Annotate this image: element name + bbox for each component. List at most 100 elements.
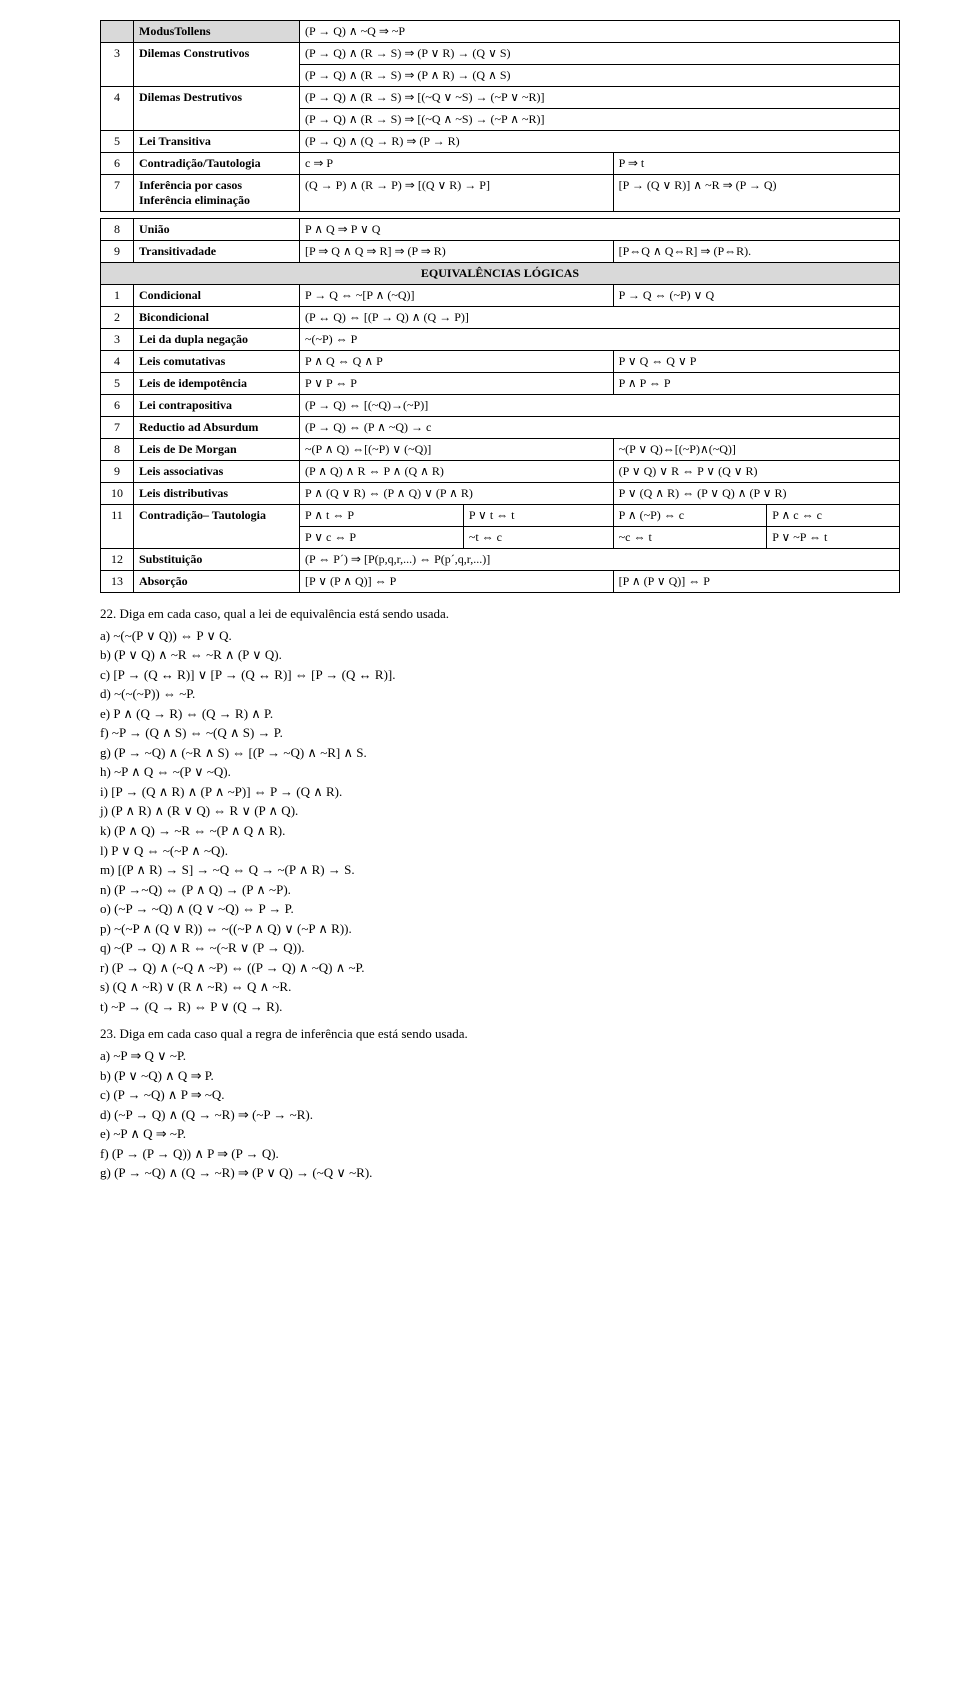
q22-item: p) ~(~P ∧ (Q ∨ R)) ⇔ ~((~P ∧ Q) ∨ (~P ∧ … bbox=[100, 920, 900, 938]
cell: (P → Q) ∧ (R → S) ⇒ [(~Q ∧ ~S) → (~P ∧ ~… bbox=[300, 109, 900, 131]
row-name: Leis de De Morgan bbox=[134, 439, 300, 461]
q22-item: m) [(P ∧ R) → S] → ~Q ⇔ Q → ~(P ∧ R) → S… bbox=[100, 861, 900, 879]
row-name: Leis comutativas bbox=[134, 351, 300, 373]
cell: P ∧ c ⇔ c bbox=[767, 505, 900, 527]
row-num: 5 bbox=[101, 373, 134, 395]
row-num: 7 bbox=[101, 175, 134, 212]
cell: ~(P ∧ Q) ⇔[(~P) ∨ (~Q)] bbox=[300, 439, 614, 461]
cell: (P → Q) ⇔ [(~Q)→(~P)] bbox=[300, 395, 900, 417]
row-name: Bicondicional bbox=[134, 307, 300, 329]
row-num: 10 bbox=[101, 483, 134, 505]
q23-item: e) ~P ∧ Q ⇒ ~P. bbox=[100, 1125, 900, 1143]
row-name: Dilemas Destrutivos bbox=[134, 87, 300, 131]
row-name: Absorção bbox=[134, 571, 300, 593]
row-num: 3 bbox=[101, 43, 134, 87]
cell: P → Q ⇔ ~[P ∧ (~Q)] bbox=[300, 285, 614, 307]
cell: P ∧ P ⇔ P bbox=[613, 373, 899, 395]
q23-item: f) (P → (P → Q)) ∧ P ⇒ (P → Q). bbox=[100, 1145, 900, 1163]
logic-rules-table: ModusTollens(P → Q) ∧ ~Q ⇒ ~P3Dilemas Co… bbox=[100, 20, 900, 593]
q22-item: q) ~(P → Q) ∧ R ⇔ ~(~R ∨ (P → Q)). bbox=[100, 939, 900, 957]
cell: P → Q ⇔ (~P) ∨ Q bbox=[613, 285, 899, 307]
cell: [P ⇒ Q ∧ Q ⇒ R] ⇒ (P ⇒ R) bbox=[300, 241, 614, 263]
cell: [P → (Q ∨ R)] ∧ ~R ⇒ (P → Q) bbox=[613, 175, 899, 212]
cell: (P → Q) ∧ (R → S) ⇒ (P ∧ R) → (Q ∧ S) bbox=[300, 65, 900, 87]
cell: P ∨ t ⇔ t bbox=[463, 505, 613, 527]
cell: P ∨ ~P ⇔ t bbox=[767, 527, 900, 549]
row-num: 4 bbox=[101, 351, 134, 373]
cell: [P⇔Q ∧ Q⇔R] ⇒ (P⇔R). bbox=[613, 241, 899, 263]
q22-item: r) (P → Q) ∧ (~Q ∧ ~P) ⇔ ((P → Q) ∧ ~Q) … bbox=[100, 959, 900, 977]
cell: P ∨ c ⇔ P bbox=[300, 527, 464, 549]
cell: [P ∧ (P ∨ Q)] ⇔ P bbox=[613, 571, 899, 593]
q22-item: f) ~P → (Q ∧ S) ⇔ ~(Q ∧ S) → P. bbox=[100, 724, 900, 742]
cell: ~c ⇔ t bbox=[613, 527, 767, 549]
row-num: 3 bbox=[101, 329, 134, 351]
row-name: Leis associativas bbox=[134, 461, 300, 483]
row-name: Reductio ad Absurdum bbox=[134, 417, 300, 439]
q22-item: d) ~(~(~P)) ⇔ ~P. bbox=[100, 685, 900, 703]
cell: P ∧ Q ⇔ Q ∧ P bbox=[300, 351, 614, 373]
q22-item: l) P ∨ Q ⇔ ~(~P ∧ ~Q). bbox=[100, 842, 900, 860]
row-num: 12 bbox=[101, 549, 134, 571]
q22-item: g) (P → ~Q) ∧ (~R ∧ S) ⇔ [(P → ~Q) ∧ ~R]… bbox=[100, 744, 900, 762]
row-name: Leis de idempotência bbox=[134, 373, 300, 395]
row-name: Contradição– Tautologia bbox=[134, 505, 300, 549]
row-name: Condicional bbox=[134, 285, 300, 307]
row-name: ModusTollens bbox=[134, 21, 300, 43]
row-name: Substituição bbox=[134, 549, 300, 571]
row-name: Leis distributivas bbox=[134, 483, 300, 505]
row-name: Inferência por casos Inferência eliminaç… bbox=[134, 175, 300, 212]
cell: P ∨ (Q ∧ R) ⇔ (P ∨ Q) ∧ (P ∨ R) bbox=[613, 483, 899, 505]
row-num: 9 bbox=[101, 461, 134, 483]
row-num: 8 bbox=[101, 439, 134, 461]
q22-item: c) [P → (Q ↔ R)] ∨ [P → (Q ↔ R)] ⇔ [P → … bbox=[100, 666, 900, 684]
cell: ~(~P) ⇔ P bbox=[300, 329, 900, 351]
row-num bbox=[101, 21, 134, 43]
q22-item: t) ~P → (Q → R) ⇔ P ∨ (Q → R). bbox=[100, 998, 900, 1016]
cell: ~(P ∨ Q)⇔[(~P)∧(~Q)] bbox=[613, 439, 899, 461]
equiv-header: EQUIVALÊNCIAS LÓGICAS bbox=[101, 263, 900, 285]
q22-item: a) ~(~(P ∨ Q)) ⇔ P ∨ Q. bbox=[100, 627, 900, 645]
row-name: União bbox=[134, 219, 300, 241]
cell: (P ⇔ P´) ⇒ [P(p,q,r,...) ⇔ P(p´,q,r,...)… bbox=[300, 549, 900, 571]
q23-item: a) ~P ⇒ Q ∨ ~P. bbox=[100, 1047, 900, 1065]
cell: (P → Q) ⇔ (P ∧ ~Q) → c bbox=[300, 417, 900, 439]
row-num: 5 bbox=[101, 131, 134, 153]
row-name: Lei Transitiva bbox=[134, 131, 300, 153]
cell: P ∨ P ⇔ P bbox=[300, 373, 614, 395]
row-num: 8 bbox=[101, 219, 134, 241]
row-name: Lei da dupla negação bbox=[134, 329, 300, 351]
row-num: 13 bbox=[101, 571, 134, 593]
row-num: 6 bbox=[101, 395, 134, 417]
row-num: 11 bbox=[101, 505, 134, 549]
cell: c ⇒ P bbox=[300, 153, 614, 175]
q23-item: c) (P → ~Q) ∧ P ⇒ ~Q. bbox=[100, 1086, 900, 1104]
row-name: Transitivadade bbox=[134, 241, 300, 263]
q23-header: 23. Diga em cada caso qual a regra de in… bbox=[100, 1025, 900, 1043]
q23-item: b) (P ∨ ~Q) ∧ Q ⇒ P. bbox=[100, 1067, 900, 1085]
q22-item: e) P ∧ (Q → R) ⇔ (Q → R) ∧ P. bbox=[100, 705, 900, 723]
row-num: 1 bbox=[101, 285, 134, 307]
cell: (P → Q) ∧ (R → S) ⇒ [(~Q ∨ ~S) → (~P ∨ ~… bbox=[300, 87, 900, 109]
cell: (P → Q) ∧ (R → S) ⇒ (P ∨ R) → (Q ∨ S) bbox=[300, 43, 900, 65]
q22-item: k) (P ∧ Q) → ~R ⇔ ~(P ∧ Q ∧ R). bbox=[100, 822, 900, 840]
q22-header: 22. Diga em cada caso, qual a lei de equ… bbox=[100, 605, 900, 623]
row-name: Dilemas Construtivos bbox=[134, 43, 300, 87]
row-num: 6 bbox=[101, 153, 134, 175]
cell: (Q → P) ∧ (R → P) ⇒ [(Q ∨ R) → P] bbox=[300, 175, 614, 212]
cell: (P ∨ Q) ∨ R ⇔ P ∨ (Q ∨ R) bbox=[613, 461, 899, 483]
row-num: 4 bbox=[101, 87, 134, 131]
cell: P ∧ (~P) ⇔ c bbox=[613, 505, 767, 527]
q23-item: g) (P → ~Q) ∧ (Q → ~R) ⇒ (P ∨ Q) → (~Q ∨… bbox=[100, 1164, 900, 1182]
cell: (P → Q) ∧ ~Q ⇒ ~P bbox=[300, 21, 900, 43]
q22-item: i) [P → (Q ∧ R) ∧ (P ∧ ~P)] ⇔ P → (Q ∧ R… bbox=[100, 783, 900, 801]
q22-item: b) (P ∨ Q) ∧ ~R ⇔ ~R ∧ (P ∨ Q). bbox=[100, 646, 900, 664]
q22-item: s) (Q ∧ ~R) ∨ (R ∧ ~R) ⇔ Q ∧ ~R. bbox=[100, 978, 900, 996]
q22-item: o) (~P → ~Q) ∧ (Q ∨ ~Q) ⇔ P → P. bbox=[100, 900, 900, 918]
cell: P ∨ Q ⇔ Q ∨ P bbox=[613, 351, 899, 373]
row-num: 2 bbox=[101, 307, 134, 329]
q22-item: j) (P ∧ R) ∧ (R ∨ Q) ⇔ R ∨ (P ∧ Q). bbox=[100, 802, 900, 820]
row-num: 7 bbox=[101, 417, 134, 439]
cell: (P → Q) ∧ (Q → R) ⇒ (P → R) bbox=[300, 131, 900, 153]
cell: (P ↔ Q) ⇔ [(P → Q) ∧ (Q → P)] bbox=[300, 307, 900, 329]
